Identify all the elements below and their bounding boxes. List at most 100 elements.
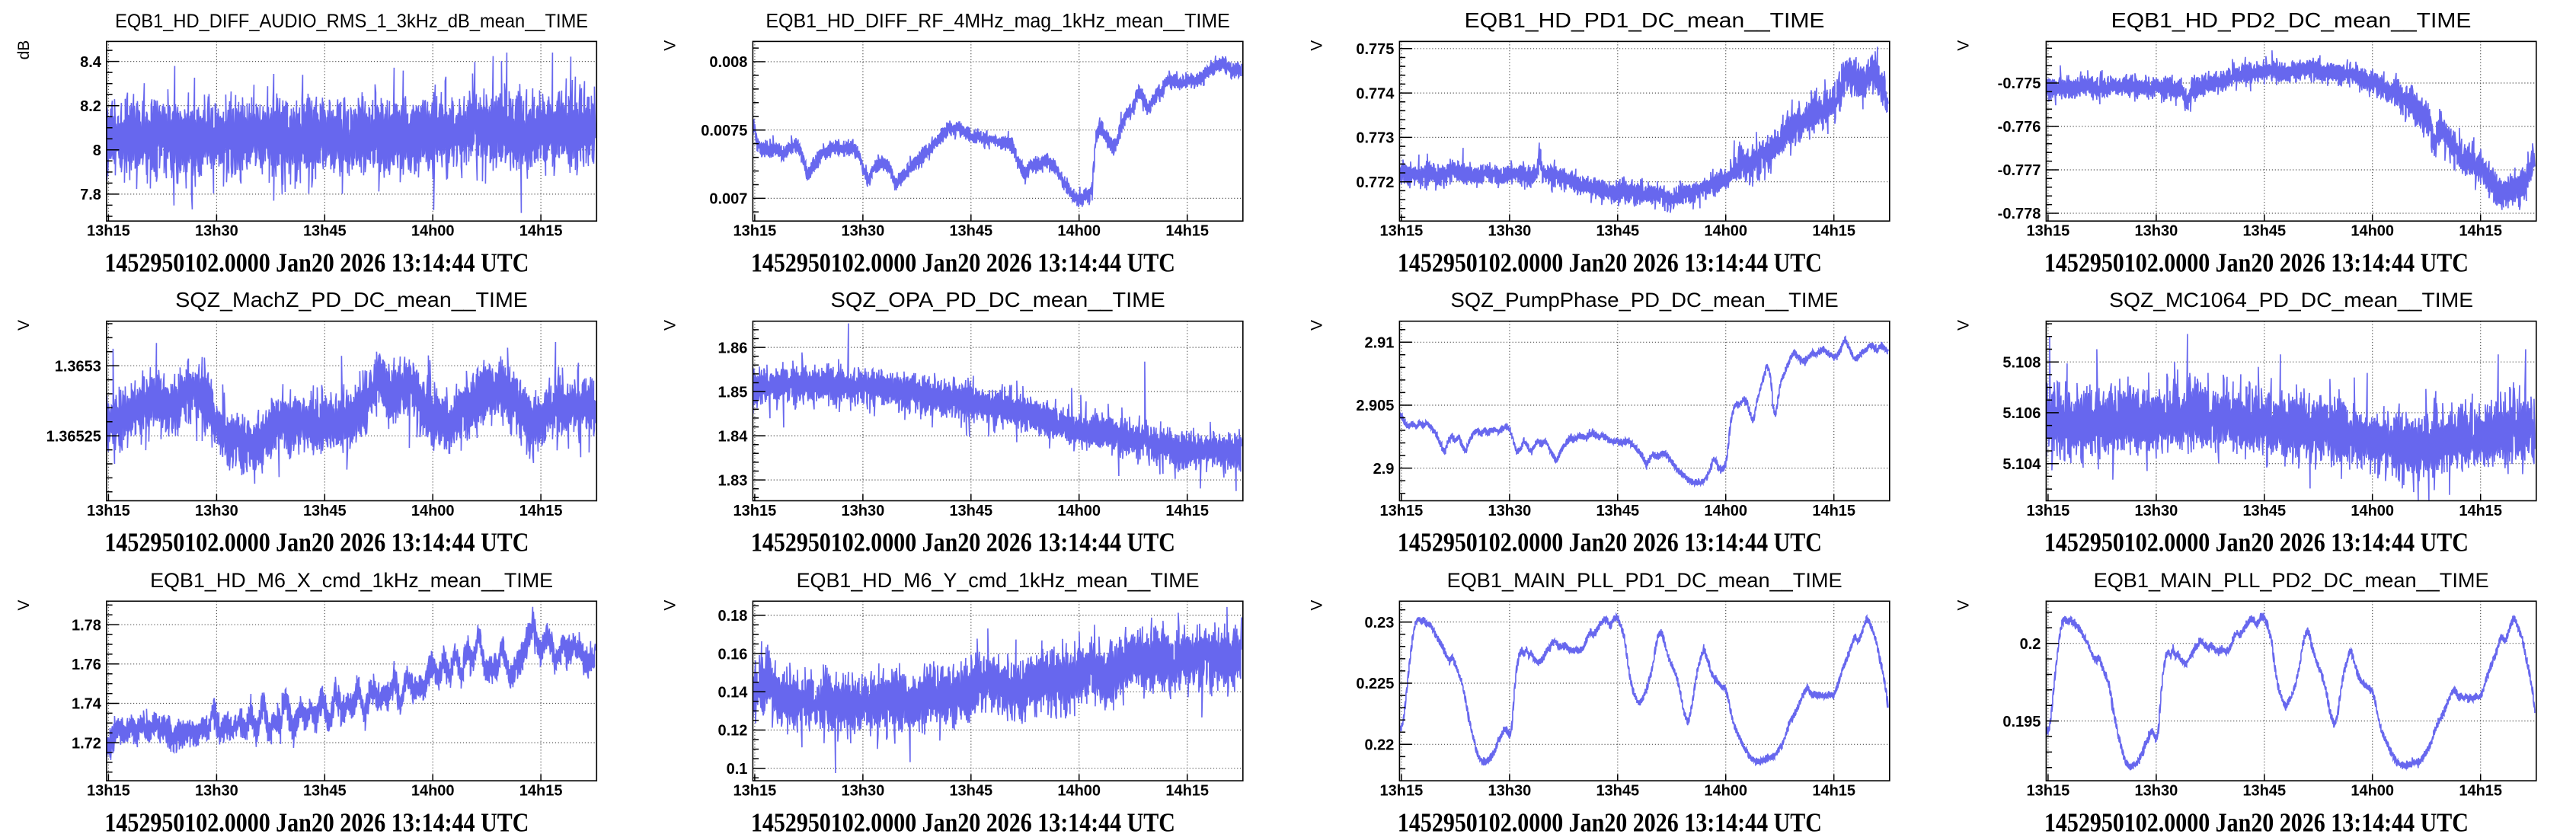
svg-text:13h45: 13h45 bbox=[303, 223, 347, 240]
svg-text:0.775: 0.775 bbox=[1356, 41, 1394, 58]
svg-text:V: V bbox=[661, 40, 679, 51]
svg-text:13h15: 13h15 bbox=[733, 503, 777, 519]
svg-text:13h15: 13h15 bbox=[733, 223, 777, 240]
svg-text:13h15: 13h15 bbox=[1380, 223, 1424, 240]
svg-text:13h30: 13h30 bbox=[195, 223, 238, 240]
svg-text:SQZ_MachZ_PD_DC_mean__TIME: SQZ_MachZ_PD_DC_mean__TIME bbox=[175, 288, 528, 312]
svg-text:EQB1_MAIN_PLL_PD2_DC_mean__TIM: EQB1_MAIN_PLL_PD2_DC_mean__TIME bbox=[2094, 569, 2489, 592]
svg-text:13h45: 13h45 bbox=[1596, 783, 1639, 800]
svg-text:EQB1_HD_PD2_DC_mean__TIME: EQB1_HD_PD2_DC_mean__TIME bbox=[2111, 8, 2472, 32]
svg-text:13h15: 13h15 bbox=[2027, 223, 2070, 240]
svg-text:0.14: 0.14 bbox=[718, 685, 748, 701]
svg-text:13h45: 13h45 bbox=[303, 503, 347, 519]
svg-text:1452950102.0000 Jan20 2026 13:: 1452950102.0000 Jan20 2026 13:14:44 UTC bbox=[2044, 807, 2469, 834]
svg-text:0.195: 0.195 bbox=[2002, 714, 2041, 730]
svg-text:1452950102.0000 Jan20 2026 13:: 1452950102.0000 Jan20 2026 13:14:44 UTC bbox=[104, 528, 529, 558]
svg-text:13h45: 13h45 bbox=[2242, 503, 2286, 519]
svg-text:2.9: 2.9 bbox=[1373, 461, 1395, 478]
svg-text:5.108: 5.108 bbox=[2002, 354, 2041, 371]
svg-text:13h45: 13h45 bbox=[1596, 223, 1639, 240]
svg-text:8.4: 8.4 bbox=[80, 54, 102, 71]
svg-text:1452950102.0000 Jan20 2026 13:: 1452950102.0000 Jan20 2026 13:14:44 UTC bbox=[2044, 528, 2469, 558]
svg-text:EQB1_MAIN_PLL_PD1_DC_mean__TIM: EQB1_MAIN_PLL_PD1_DC_mean__TIME bbox=[1447, 569, 1843, 592]
svg-text:1452950102.0000 Jan20 2026 13:: 1452950102.0000 Jan20 2026 13:14:44 UTC bbox=[751, 248, 1175, 277]
svg-text:13h30: 13h30 bbox=[2135, 783, 2178, 800]
svg-text:14h15: 14h15 bbox=[2459, 783, 2502, 800]
svg-text:0.2: 0.2 bbox=[2020, 636, 2041, 653]
svg-text:1.76: 1.76 bbox=[72, 657, 101, 673]
svg-text:0.1: 0.1 bbox=[727, 761, 748, 778]
svg-text:5.106: 5.106 bbox=[2002, 405, 2041, 422]
svg-text:V: V bbox=[1954, 600, 1972, 611]
svg-text:14h00: 14h00 bbox=[1057, 783, 1101, 800]
svg-text:1.84: 1.84 bbox=[718, 428, 748, 445]
svg-text:14h15: 14h15 bbox=[1165, 223, 1209, 240]
svg-text:V: V bbox=[15, 320, 33, 331]
svg-text:14h15: 14h15 bbox=[1812, 503, 1855, 519]
svg-text:14h00: 14h00 bbox=[1704, 783, 1747, 800]
svg-text:1.74: 1.74 bbox=[72, 696, 102, 713]
svg-text:14h15: 14h15 bbox=[1812, 223, 1855, 240]
svg-text:13h30: 13h30 bbox=[842, 223, 885, 240]
svg-text:dB: dB bbox=[15, 40, 33, 60]
svg-text:13h30: 13h30 bbox=[195, 783, 238, 800]
svg-text:0.772: 0.772 bbox=[1356, 174, 1394, 191]
svg-text:13h15: 13h15 bbox=[87, 223, 130, 240]
svg-text:0.773: 0.773 bbox=[1356, 130, 1394, 147]
svg-text:1452950102.0000 Jan20 2026 13:: 1452950102.0000 Jan20 2026 13:14:44 UTC bbox=[2044, 248, 2469, 277]
svg-text:1452950102.0000 Jan20 2026 13:: 1452950102.0000 Jan20 2026 13:14:44 UTC bbox=[1398, 528, 1822, 558]
svg-text:EQB1_HD_PD1_DC_mean__TIME: EQB1_HD_PD1_DC_mean__TIME bbox=[1465, 8, 1825, 32]
svg-text:14h15: 14h15 bbox=[519, 783, 563, 800]
svg-text:1452950102.0000 Jan20 2026 13:: 1452950102.0000 Jan20 2026 13:14:44 UTC bbox=[751, 807, 1175, 834]
svg-text:13h45: 13h45 bbox=[949, 503, 992, 519]
svg-text:0.007: 0.007 bbox=[709, 191, 747, 208]
svg-text:-0.775: -0.775 bbox=[1998, 75, 2041, 92]
svg-text:SQZ_PumpPhase_PD_DC_mean__TIME: SQZ_PumpPhase_PD_DC_mean__TIME bbox=[1451, 289, 1839, 312]
svg-text:0.23: 0.23 bbox=[1364, 615, 1394, 631]
svg-text:1.72: 1.72 bbox=[72, 735, 101, 752]
svg-text:13h45: 13h45 bbox=[949, 223, 992, 240]
svg-text:EQB1_HD_DIFF_RF_4MHz_mag_1kHz_: EQB1_HD_DIFF_RF_4MHz_mag_1kHz_mean__TIME bbox=[765, 11, 1229, 32]
svg-text:14h00: 14h00 bbox=[411, 783, 455, 800]
svg-text:13h45: 13h45 bbox=[303, 783, 347, 800]
svg-text:V: V bbox=[661, 600, 679, 611]
svg-text:0.22: 0.22 bbox=[1364, 737, 1394, 754]
svg-text:13h30: 13h30 bbox=[2135, 223, 2178, 240]
svg-text:13h30: 13h30 bbox=[2135, 503, 2178, 519]
svg-text:0.16: 0.16 bbox=[718, 646, 747, 663]
svg-text:14h15: 14h15 bbox=[519, 223, 563, 240]
svg-text:1.83: 1.83 bbox=[718, 472, 747, 489]
svg-text:14h15: 14h15 bbox=[1165, 503, 1209, 519]
svg-text:14h00: 14h00 bbox=[2351, 503, 2394, 519]
svg-text:13h15: 13h15 bbox=[733, 783, 777, 800]
svg-text:1.3653: 1.3653 bbox=[55, 358, 101, 375]
svg-text:14h00: 14h00 bbox=[411, 503, 455, 519]
svg-text:2.905: 2.905 bbox=[1356, 398, 1394, 414]
svg-text:V: V bbox=[15, 600, 33, 611]
svg-text:7.8: 7.8 bbox=[80, 187, 101, 203]
svg-text:EQB1_HD_DIFF_AUDIO_RMS_1_3kHz_: EQB1_HD_DIFF_AUDIO_RMS_1_3kHz_dB_mean__T… bbox=[115, 11, 588, 32]
svg-text:V: V bbox=[1954, 40, 1972, 51]
svg-text:14h15: 14h15 bbox=[519, 503, 563, 519]
svg-text:14h15: 14h15 bbox=[1165, 783, 1209, 800]
svg-text:13h15: 13h15 bbox=[1380, 783, 1424, 800]
svg-text:-0.778: -0.778 bbox=[1998, 206, 2041, 222]
svg-text:14h00: 14h00 bbox=[1057, 503, 1101, 519]
svg-text:13h15: 13h15 bbox=[2027, 783, 2070, 800]
svg-text:1452950102.0000 Jan20 2026 13:: 1452950102.0000 Jan20 2026 13:14:44 UTC bbox=[1398, 807, 1822, 834]
svg-text:14h00: 14h00 bbox=[2351, 783, 2394, 800]
svg-text:0.008: 0.008 bbox=[709, 54, 747, 71]
svg-text:13h15: 13h15 bbox=[87, 783, 130, 800]
svg-text:14h00: 14h00 bbox=[1704, 223, 1747, 240]
svg-text:V: V bbox=[1308, 600, 1325, 611]
svg-text:14h15: 14h15 bbox=[2459, 503, 2502, 519]
svg-text:0.12: 0.12 bbox=[718, 723, 747, 740]
svg-text:0.0075: 0.0075 bbox=[701, 123, 747, 139]
svg-text:14h15: 14h15 bbox=[2459, 223, 2502, 240]
svg-text:0.774: 0.774 bbox=[1356, 85, 1395, 102]
svg-text:1.78: 1.78 bbox=[72, 617, 101, 634]
svg-text:13h30: 13h30 bbox=[1488, 223, 1532, 240]
svg-text:13h30: 13h30 bbox=[1488, 783, 1532, 800]
svg-text:13h15: 13h15 bbox=[87, 503, 130, 519]
svg-text:-0.777: -0.777 bbox=[1998, 162, 2041, 179]
